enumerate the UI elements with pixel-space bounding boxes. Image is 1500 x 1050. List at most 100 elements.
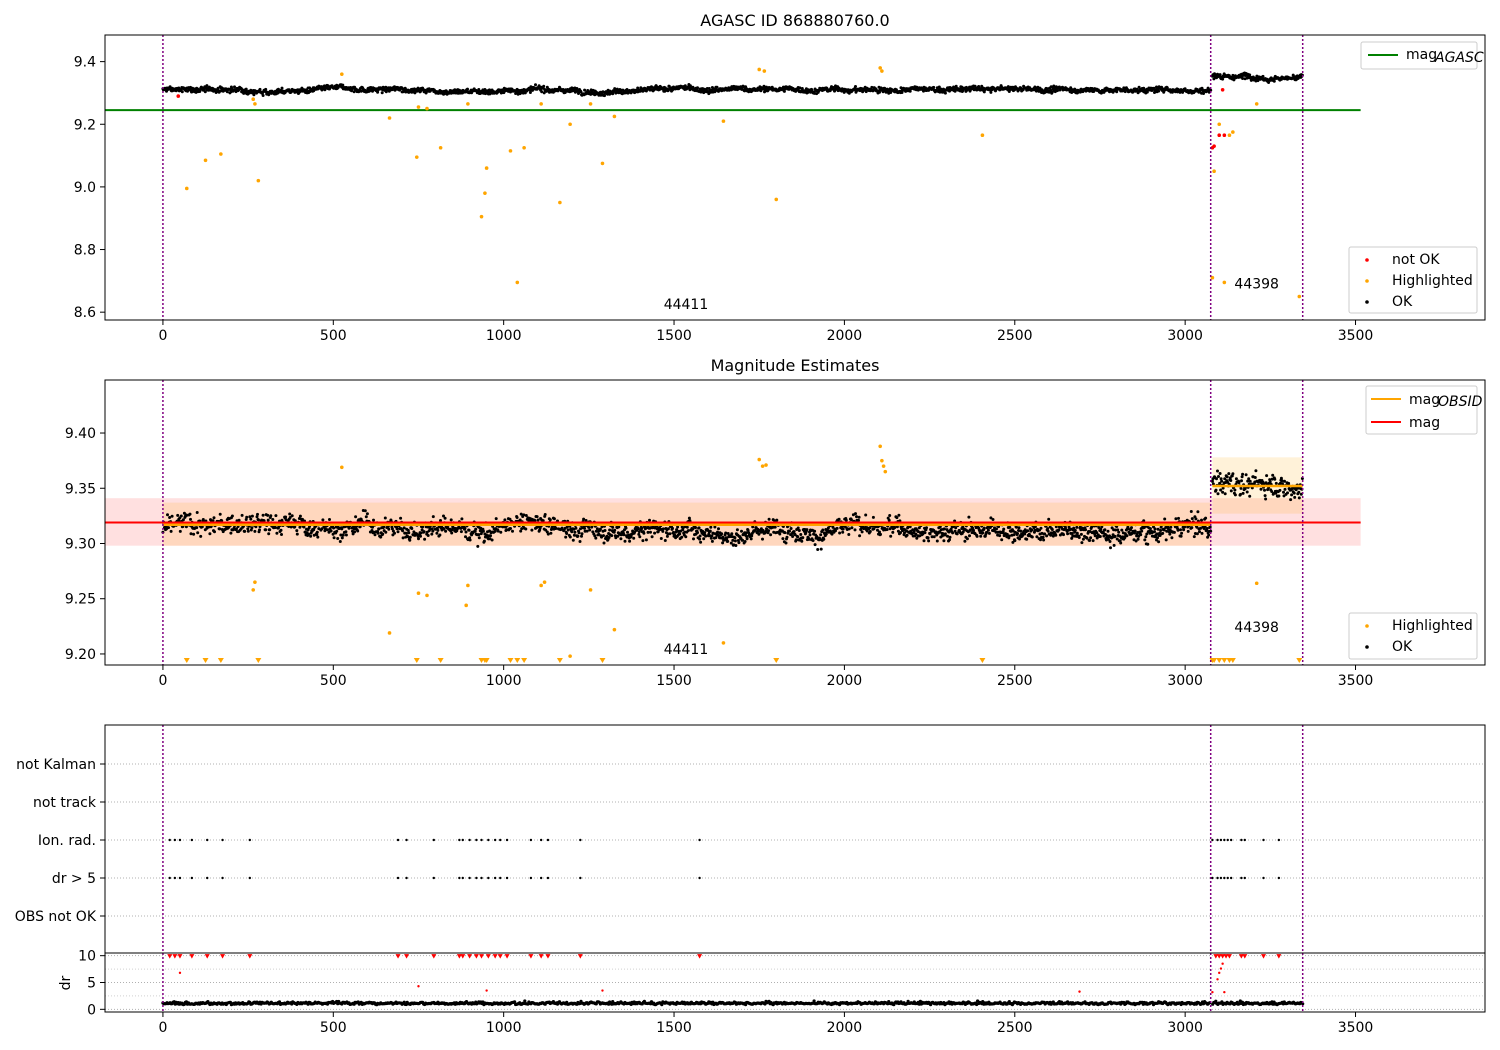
ok-point — [503, 518, 507, 522]
ok-point — [257, 518, 260, 522]
ok-point — [663, 539, 667, 542]
ok-point — [1189, 510, 1193, 513]
ok-point — [1217, 475, 1220, 478]
y-tick-label: 9.4 — [74, 55, 96, 71]
y-tick-label: 9.30 — [65, 536, 96, 552]
ok-point — [230, 514, 234, 518]
ok-point — [214, 91, 218, 94]
ok-point — [426, 534, 430, 537]
x-tick-label: 1000 — [486, 328, 522, 344]
ok-point — [1144, 535, 1148, 539]
highlighted-point — [612, 114, 617, 119]
ok-point — [565, 532, 569, 535]
ok-point — [170, 514, 174, 518]
ok-point — [536, 518, 540, 522]
ok-point — [482, 539, 486, 543]
ok-point — [396, 530, 400, 534]
ok-point — [524, 527, 528, 531]
x-tick-label: 3000 — [1167, 328, 1203, 344]
ok-point — [854, 512, 857, 516]
flag-point — [579, 876, 582, 880]
flag-point — [1211, 876, 1214, 880]
ok-point — [1297, 490, 1301, 494]
agasc-panel-title: AGASC ID 868880760.0 — [700, 11, 889, 30]
ok-point — [1047, 517, 1051, 521]
flag-point — [1243, 876, 1246, 880]
flag-point — [499, 876, 502, 880]
highlighted-point — [880, 69, 884, 73]
ok-point — [387, 527, 391, 531]
ok-point — [189, 517, 192, 521]
ok-point — [961, 530, 965, 534]
ok-point — [1113, 534, 1117, 538]
ok-point — [509, 527, 512, 530]
ok-point — [377, 527, 381, 531]
ok-point — [624, 526, 628, 530]
flag-point — [539, 838, 543, 842]
ok-point — [408, 538, 412, 542]
highlighted-point — [438, 145, 443, 150]
ok-point — [785, 535, 789, 539]
agasc-legend-bottom: not OK Highlighted OK — [1348, 246, 1478, 314]
flag-point — [579, 838, 582, 842]
ok-point — [401, 536, 405, 540]
ok-point — [789, 527, 793, 530]
ok-point — [641, 539, 645, 543]
ok-point — [552, 517, 556, 521]
flag-point — [432, 838, 436, 842]
ok-point — [1179, 534, 1183, 538]
flag-point — [1226, 876, 1229, 880]
ok-point — [1200, 518, 1203, 522]
agasc-legend-notok-marker — [1365, 258, 1369, 262]
ok-point — [381, 532, 385, 536]
ok-point — [477, 536, 481, 540]
ok-point — [535, 515, 539, 519]
ok-point — [1196, 510, 1200, 514]
ok-point — [1176, 528, 1180, 532]
ok-point — [1223, 492, 1227, 496]
highlighted-point — [340, 72, 344, 76]
ok-point — [192, 532, 196, 536]
ok-point — [1013, 539, 1017, 543]
y-tick-label: 8.8 — [74, 243, 96, 259]
ok-point — [328, 518, 331, 521]
flag-point — [1240, 838, 1243, 842]
not-ok-point — [1212, 144, 1216, 148]
ok-point — [783, 531, 787, 535]
flag-point — [405, 876, 408, 880]
ok-point — [1077, 536, 1081, 539]
ok-point — [290, 514, 294, 518]
flag-point — [248, 876, 252, 880]
ok-point — [1153, 530, 1156, 534]
ok-point — [256, 512, 259, 516]
ok-point — [648, 518, 651, 522]
ok-point — [279, 528, 283, 532]
ok-point — [264, 87, 268, 91]
ok-point — [509, 90, 512, 94]
ok-point — [218, 512, 222, 516]
ok-point — [1179, 528, 1182, 532]
ok-point — [1075, 525, 1079, 529]
ok-point — [460, 517, 464, 521]
estimates-legend-magobsid-sub: OBSID — [1438, 394, 1483, 410]
x-tick-label: 2500 — [997, 673, 1033, 689]
ok-point — [1174, 517, 1178, 521]
ok-point — [1157, 89, 1161, 93]
ok-point — [1125, 534, 1129, 538]
flag-point — [505, 838, 509, 842]
ok-point — [948, 535, 952, 539]
highlighted-point — [1297, 294, 1302, 299]
ok-point — [611, 92, 615, 96]
ok-point — [295, 532, 299, 536]
ok-point — [868, 526, 872, 530]
ok-point — [715, 85, 719, 89]
ok-point — [858, 534, 862, 538]
estimates-legend-bottom: Highlighted OK — [1348, 612, 1478, 660]
ok-point — [449, 518, 453, 522]
ok-point — [1163, 517, 1167, 521]
x-tick-label: 1000 — [486, 673, 522, 689]
ok-point — [579, 90, 583, 94]
ok-point — [1290, 493, 1294, 497]
ok-point — [546, 532, 550, 536]
